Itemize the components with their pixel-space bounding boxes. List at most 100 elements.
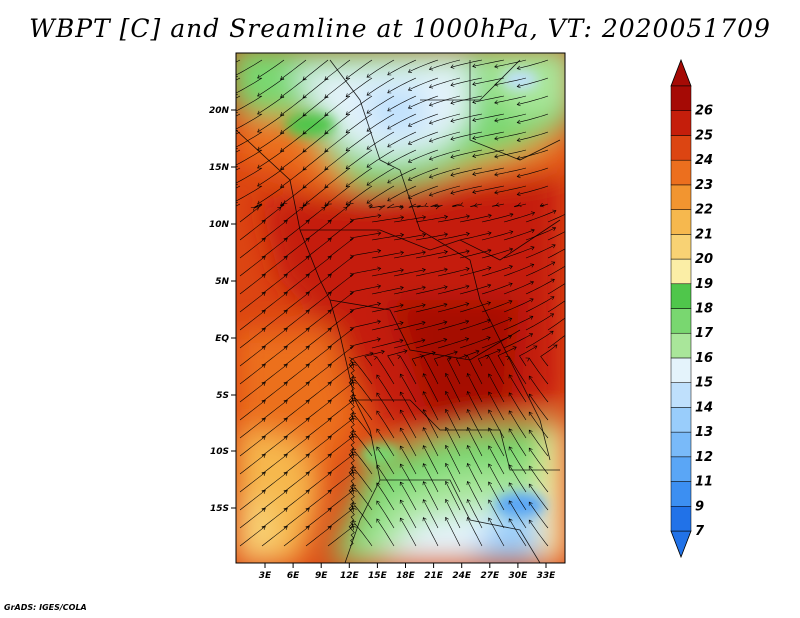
streamline [349, 250, 381, 259]
streamline [280, 113, 307, 134]
streamline [423, 499, 439, 529]
streamline [302, 95, 329, 117]
streamline-arrow [324, 148, 329, 153]
streamline-arrow [349, 290, 354, 296]
streamline-arrow [283, 472, 288, 476]
streamline [429, 131, 461, 142]
streamline-arrow [399, 427, 404, 432]
streamline [547, 317, 565, 331]
map-frame [235, 52, 566, 564]
streamline [415, 268, 448, 277]
streamline-arrow [443, 250, 448, 255]
streamline-arrow [472, 189, 477, 194]
streamline-arrow [387, 161, 392, 166]
streamline [528, 519, 549, 547]
streamline-arrow [466, 463, 471, 468]
streamline-arrow [387, 179, 392, 184]
streamline-arrow [570, 328, 574, 332]
streamline-arrow [299, 206, 304, 211]
streamline-arrow [324, 76, 329, 81]
streamline [429, 59, 461, 70]
streamline [547, 334, 565, 349]
streamline [459, 232, 492, 241]
streamline [423, 427, 439, 457]
streamline [445, 427, 461, 457]
streamline [376, 446, 395, 475]
colorbar-label: 20 [695, 252, 713, 267]
streamline-arrow [487, 445, 492, 450]
streamline-arrow [305, 508, 310, 512]
streamline-arrow [211, 88, 215, 92]
streamline [371, 252, 404, 259]
streamline-arrow [421, 338, 426, 343]
streamline-arrow [459, 202, 464, 207]
streamline-arrow [399, 409, 404, 414]
streamline-arrow [366, 181, 371, 186]
colorbar-swatch [670, 382, 692, 408]
streamline-arrow [552, 209, 557, 214]
streamline [525, 210, 557, 223]
streamline [387, 59, 417, 76]
streamline [408, 59, 439, 73]
colorbar-arrow-low [670, 530, 692, 559]
streamline [349, 303, 381, 313]
streamline-arrow [450, 100, 455, 105]
streamline-arrow [508, 392, 513, 397]
streamline-arrow [421, 303, 426, 308]
streamline [302, 77, 329, 99]
streamline-arrow [280, 75, 285, 80]
streamline [452, 203, 461, 207]
streamline [283, 472, 310, 493]
streamline-arrow [465, 284, 470, 289]
streamline-arrow [494, 154, 499, 159]
streamline-arrow [345, 183, 350, 188]
streamline [239, 508, 266, 529]
streamline [371, 304, 404, 313]
streamline [257, 167, 285, 187]
streamline [467, 517, 483, 547]
streamline [400, 355, 417, 385]
colorbar-label: 16 [695, 351, 713, 366]
streamline [393, 339, 425, 349]
streamline [393, 251, 426, 259]
streamline [327, 472, 354, 493]
streamline [528, 465, 549, 493]
lat-tick-label: 10S [210, 447, 229, 457]
streamline-arrow [508, 446, 513, 451]
streamline-arrow [324, 94, 329, 99]
streamline-arrow [261, 454, 266, 458]
streamline-arrow [450, 172, 455, 177]
streamline [415, 339, 447, 349]
streamline-arrow [443, 285, 448, 290]
streamline [459, 302, 491, 313]
streamline-arrow [444, 444, 449, 450]
streamline [305, 220, 332, 241]
streamline-arrow [399, 338, 404, 344]
streamline-arrow [508, 374, 513, 379]
streamline [302, 185, 329, 207]
streamline [386, 203, 404, 209]
streamline [280, 185, 307, 206]
streamline-arrow [428, 102, 434, 107]
streamline-arrow [351, 505, 356, 510]
streamline-arrow [399, 391, 404, 396]
streamline-arrow [422, 499, 427, 504]
streamline-arrow [250, 206, 255, 211]
streamline-arrow [305, 526, 310, 530]
streamline [345, 113, 373, 134]
streamline [305, 454, 332, 475]
streamline-arrow [508, 464, 513, 469]
streamline-arrow [428, 192, 434, 197]
colorbar-swatch [670, 332, 692, 359]
streamline-arrow [465, 214, 470, 219]
lon-tick-label: 33E [537, 571, 557, 581]
streamline-arrow [376, 392, 381, 397]
streamline-arrow [494, 136, 499, 141]
streamline-arrow [486, 336, 491, 341]
streamline [481, 248, 513, 259]
streamline [494, 131, 527, 140]
streamline-arrow [236, 90, 238, 95]
streamline [283, 220, 310, 241]
streamline [508, 356, 527, 385]
